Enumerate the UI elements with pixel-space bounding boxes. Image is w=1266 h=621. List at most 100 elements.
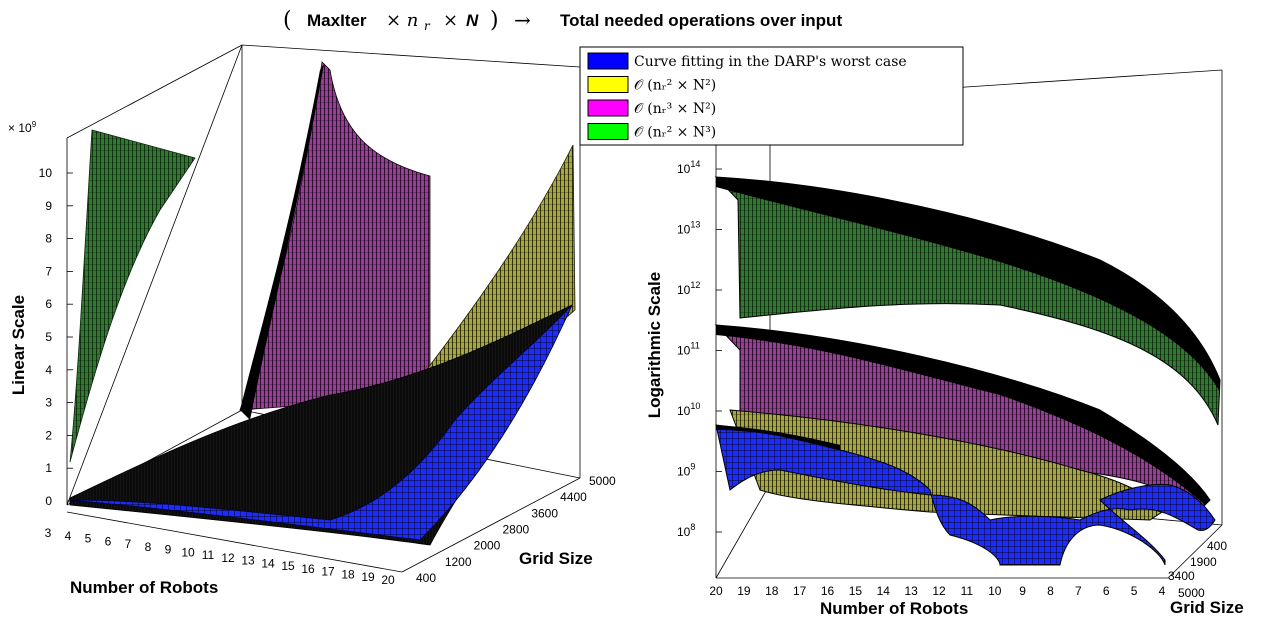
log-x-tick: 8 bbox=[1047, 584, 1054, 598]
green-top-edge bbox=[716, 177, 1220, 392]
linear-z-tick: 10 bbox=[39, 166, 53, 180]
yellow-surface-log bbox=[729, 409, 1166, 521]
log-x-ticks: 20 19 18 17 16 15 14 13 12 11 10 9 8 7 6 5 4 bbox=[709, 584, 1165, 598]
linear-y-tick: 2800 bbox=[503, 523, 530, 537]
linear-x-tick: 18 bbox=[341, 567, 355, 581]
linear-z-tick: 7 bbox=[45, 264, 52, 278]
title-times-nr: × n bbox=[386, 10, 418, 31]
log-y-tick: 400 bbox=[1207, 539, 1227, 553]
log-y-axis-label: Grid Size bbox=[1170, 598, 1244, 617]
log-floor-left bbox=[715, 483, 771, 579]
linear-x-tick: 7 bbox=[125, 537, 132, 551]
linear-x-tick: 8 bbox=[145, 540, 152, 554]
title-sub-r: r bbox=[424, 19, 431, 33]
legend-entry: 𝒪 (nᵣ² × N³) bbox=[587, 123, 716, 141]
linear-z-tick: 4 bbox=[45, 363, 52, 377]
legend-label: 𝒪 (nᵣ² × N²) bbox=[634, 78, 716, 94]
title-close-paren: ) bbox=[490, 8, 499, 33]
log-x-tick: 9 bbox=[1019, 584, 1026, 598]
linear-x-tick: 16 bbox=[301, 562, 315, 576]
linear-x-tick: 6 bbox=[105, 534, 112, 548]
log-z-ticks: 108 109 1010 1011 1012 1013 1014 bbox=[677, 159, 722, 539]
log-x-tick: 6 bbox=[1103, 584, 1110, 598]
log-x-tick: 12 bbox=[932, 584, 946, 598]
log-y-axis-line bbox=[1167, 524, 1223, 579]
linear-z-tick: 1 bbox=[45, 461, 52, 475]
linear-y-tick: 5000 bbox=[589, 474, 616, 488]
title-N: N bbox=[466, 11, 479, 30]
log-x-tick: 15 bbox=[849, 584, 863, 598]
log-y-tick: 1900 bbox=[1190, 555, 1217, 569]
linear-y-tick: 3600 bbox=[531, 506, 558, 520]
linear-x-tick: 13 bbox=[241, 554, 255, 568]
linear-z-tick: 5 bbox=[45, 330, 52, 344]
title-times-2: × bbox=[443, 10, 458, 31]
exponent-label: × 109 bbox=[8, 120, 37, 135]
linear-z-tick: 8 bbox=[45, 232, 52, 246]
legend-entry: Curve fitting in the DARP's worst case bbox=[587, 52, 907, 70]
legend-swatch bbox=[587, 123, 629, 140]
figure-title: ( MaxIter × n r × N ) → Total needed ope… bbox=[283, 8, 842, 33]
left-wall-top bbox=[66, 44, 243, 139]
legend-swatch bbox=[587, 99, 629, 117]
x-axis-line bbox=[66, 511, 403, 573]
title-arrow: → bbox=[514, 8, 531, 32]
linear-y-axis-label: Grid Size bbox=[519, 549, 593, 568]
black-rising-edge bbox=[240, 64, 324, 420]
legend: Curve fitting in the DARP's worst case 𝒪 … bbox=[579, 46, 964, 146]
linear-x-tick: 10 bbox=[181, 545, 195, 559]
legend-entry: 𝒪 (nᵣ³ × N²) bbox=[587, 99, 716, 117]
log-x-tick: 5 bbox=[1131, 584, 1138, 598]
log-z-tick: 1010 bbox=[677, 401, 700, 418]
log-x-tick: 10 bbox=[988, 584, 1002, 598]
log-y-tick: 5000 bbox=[1178, 586, 1205, 600]
title-open-paren: ( bbox=[283, 8, 292, 33]
blue-surface-log bbox=[715, 424, 1216, 566]
log-x-tick: 11 bbox=[961, 584, 974, 598]
legend-label: Curve fitting in the DARP's worst case bbox=[634, 54, 907, 70]
linear-x-axis-label: Number of Robots bbox=[70, 578, 218, 597]
linear-x-tick: 9 bbox=[165, 543, 172, 557]
log-z-tick: 109 bbox=[677, 462, 695, 479]
back-wall-top bbox=[241, 44, 581, 68]
legend-entry: 𝒪 (nᵣ² × N²) bbox=[587, 76, 716, 94]
linear-z-ticks: 0 1 2 3 4 5 6 7 8 9 10 bbox=[39, 166, 73, 508]
linear-x-tick: 4 bbox=[65, 529, 72, 543]
y-axis-line bbox=[401, 477, 581, 573]
log-z-tick: 108 bbox=[677, 522, 695, 539]
linear-x-tick: 14 bbox=[261, 556, 275, 570]
linear-x-tick: 5 bbox=[85, 532, 92, 546]
linear-x-tick: 12 bbox=[221, 551, 235, 565]
log-x-tick: 4 bbox=[1159, 584, 1166, 598]
title-description: Total needed operations over input bbox=[560, 11, 842, 30]
legend-label: 𝒪 (nᵣ² × N³) bbox=[634, 125, 716, 141]
log-z-tick: 1014 bbox=[677, 159, 700, 176]
linear-x-tick: 15 bbox=[281, 559, 295, 573]
log-x-tick: 7 bbox=[1075, 584, 1082, 598]
linear-x-tick: 17 bbox=[321, 565, 335, 579]
linear-z-tick: 9 bbox=[45, 199, 52, 213]
log-x-tick: 16 bbox=[821, 584, 835, 598]
legend-swatch bbox=[587, 76, 629, 93]
linear-x-tick: 19 bbox=[361, 570, 375, 584]
linear-y-tick: 2000 bbox=[474, 539, 501, 553]
legend-label: 𝒪 (nᵣ³ × N²) bbox=[634, 101, 716, 117]
log-x-tick: 19 bbox=[737, 584, 751, 598]
linear-x-tick: 11 bbox=[202, 548, 215, 562]
log-x-tick: 18 bbox=[765, 584, 779, 598]
blue-top-edge bbox=[716, 425, 840, 450]
log-z-tick: 1013 bbox=[677, 220, 700, 237]
linear-y-tick: 1200 bbox=[445, 555, 472, 569]
legend-box bbox=[579, 46, 964, 146]
linear-y-tick: 400 bbox=[416, 571, 436, 585]
blue-surface-linear bbox=[69, 304, 573, 541]
linear-z-tick: 6 bbox=[45, 297, 52, 311]
log-z-tick: 1011 bbox=[677, 341, 700, 358]
linear-z-axis-label: Linear Scale bbox=[9, 295, 28, 395]
linear-y-tick: 4400 bbox=[560, 490, 587, 504]
